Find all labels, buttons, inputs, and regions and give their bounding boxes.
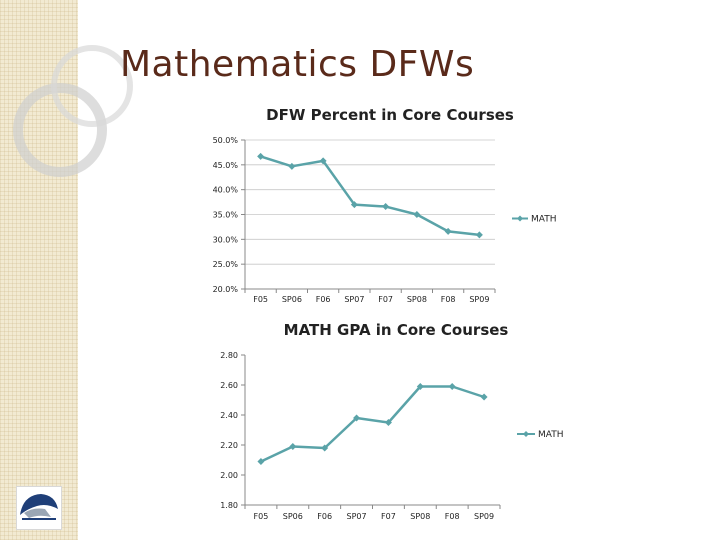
x-tick-label: F06 bbox=[317, 512, 332, 521]
y-tick-label: 2.00 bbox=[220, 471, 238, 480]
chart-title: DFW Percent in Core Courses bbox=[266, 106, 514, 124]
data-point bbox=[288, 162, 296, 170]
data-point bbox=[257, 458, 265, 465]
x-tick-label: F07 bbox=[378, 295, 393, 304]
data-point bbox=[257, 152, 265, 160]
y-tick-label: 40.0% bbox=[213, 186, 239, 195]
y-tick-label: 2.80 bbox=[220, 351, 238, 360]
data-point bbox=[416, 383, 424, 390]
decorative-rings bbox=[13, 45, 133, 177]
x-tick-label: F08 bbox=[445, 512, 460, 521]
x-tick-label: SP06 bbox=[283, 512, 303, 521]
x-tick-label: F07 bbox=[381, 512, 396, 521]
y-tick-label: 30.0% bbox=[213, 235, 239, 244]
data-point bbox=[384, 419, 392, 426]
dfw-percent-chart: DFW Percent in Core Courses 20.0% 25.0% 30.… bbox=[213, 106, 557, 304]
data-point bbox=[289, 443, 297, 450]
x-tick-label: SP07 bbox=[347, 512, 367, 521]
data-point bbox=[319, 157, 327, 165]
data-point bbox=[353, 414, 361, 422]
gpa-chart: MATH GPA in Core Courses 1.80 2.00 2.20 2.40… bbox=[220, 321, 564, 521]
data-point bbox=[350, 201, 358, 209]
data-point bbox=[444, 227, 452, 235]
x-tick-label: SP09 bbox=[469, 295, 489, 304]
legend-marker bbox=[517, 215, 523, 222]
x-tick-label: SP07 bbox=[344, 295, 364, 304]
y-tick-label: 20.0% bbox=[213, 285, 239, 294]
x-tick-label: SP08 bbox=[410, 512, 430, 521]
y-tick-label: 2.20 bbox=[220, 441, 238, 450]
legend-label: MATH bbox=[531, 215, 557, 225]
data-point bbox=[321, 444, 329, 452]
x-tick-label: SP09 bbox=[474, 512, 494, 521]
data-point bbox=[413, 211, 421, 218]
x-tick-label: F05 bbox=[253, 295, 268, 304]
y-tick-label: 2.60 bbox=[220, 381, 238, 390]
university-logo bbox=[16, 486, 62, 530]
slide-title: Mathematics DFWs bbox=[120, 44, 475, 85]
series-line-math bbox=[260, 155, 480, 237]
y-tick-label: 25.0% bbox=[213, 260, 239, 269]
y-tick-label: 35.0% bbox=[213, 211, 239, 220]
x-tick-label: SP06 bbox=[282, 295, 302, 304]
x-tick-label: F05 bbox=[254, 512, 269, 521]
y-tick-label: 45.0% bbox=[213, 161, 239, 170]
x-tick-label: F06 bbox=[316, 295, 331, 304]
legend-label: MATH bbox=[538, 430, 564, 440]
data-point bbox=[475, 231, 483, 239]
data-point bbox=[382, 203, 390, 211]
y-tick-label: 2.40 bbox=[220, 411, 238, 420]
x-tick-label: F08 bbox=[441, 295, 456, 304]
y-tick-label: 50.0% bbox=[213, 136, 239, 145]
x-tick-label: SP08 bbox=[407, 295, 427, 304]
chart-title: MATH GPA in Core Courses bbox=[284, 321, 509, 339]
legend-marker bbox=[523, 431, 529, 437]
data-point bbox=[448, 383, 456, 390]
y-tick-label: 1.80 bbox=[220, 501, 238, 510]
data-point bbox=[480, 393, 488, 401]
series-line-math bbox=[260, 385, 485, 463]
